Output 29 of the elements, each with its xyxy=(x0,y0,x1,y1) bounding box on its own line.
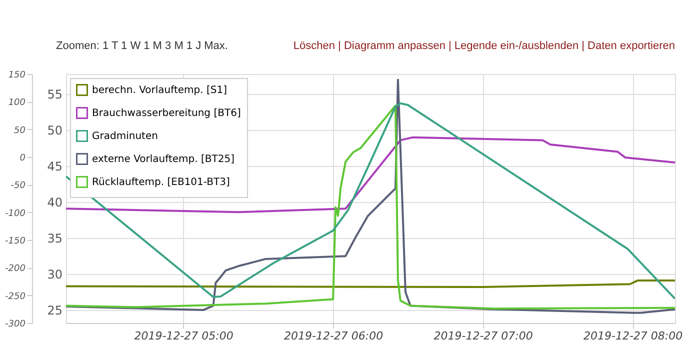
y2-tick-label: -250 xyxy=(5,292,26,302)
legend-label: Gradminuten xyxy=(92,131,158,142)
y-tick-label: 55 xyxy=(47,88,62,102)
legend-label: berechn. Vorlauftemp. [S1] xyxy=(92,85,228,96)
y2-tick-label: -50 xyxy=(10,181,26,192)
y-tick-label: 45 xyxy=(47,160,62,174)
x-tick-label: 2019-12-27 06:00 xyxy=(284,330,384,342)
line-series xyxy=(66,280,675,288)
legend-label: Rücklauftemp. [EB101-BT3] xyxy=(92,177,230,188)
legend-label: Brauchwasserbereitung [BT6] xyxy=(92,108,241,119)
y2-tick-label: -300 xyxy=(5,320,26,330)
text: Löschen | Diagramm anpassen | Legende ein-/ausblenden | Daten exportieren xyxy=(293,40,675,52)
y2-tick-label: -150 xyxy=(5,236,26,246)
y-tick-label: 30 xyxy=(47,268,62,282)
x-tick-label: 2019-12-27 08:00 xyxy=(584,330,683,342)
y2-tick-label: 50 xyxy=(14,126,26,136)
legend-label: externe Vorlauftemp. [BT25] xyxy=(92,154,235,165)
text: Zoomen: 1 T 1 W 1 M 3 M 1 J Max. xyxy=(56,40,228,52)
y2-tick-label: -100 xyxy=(5,208,26,219)
x-tick-label: 2019-12-27 07:00 xyxy=(434,330,533,342)
y-tick-label: 35 xyxy=(47,232,62,246)
y-tick-label: 50 xyxy=(47,124,62,138)
y2-tick-label: 100 xyxy=(8,98,26,108)
y-tick-label: 40 xyxy=(47,196,62,210)
y-tick-label: 25 xyxy=(47,304,62,318)
y2-tick-label: 150 xyxy=(8,70,26,80)
x-tick-label: 2019-12-27 05:00 xyxy=(134,330,234,342)
y2-tick-label: 0 xyxy=(20,154,26,164)
y2-tick-label: -200 xyxy=(5,264,26,274)
